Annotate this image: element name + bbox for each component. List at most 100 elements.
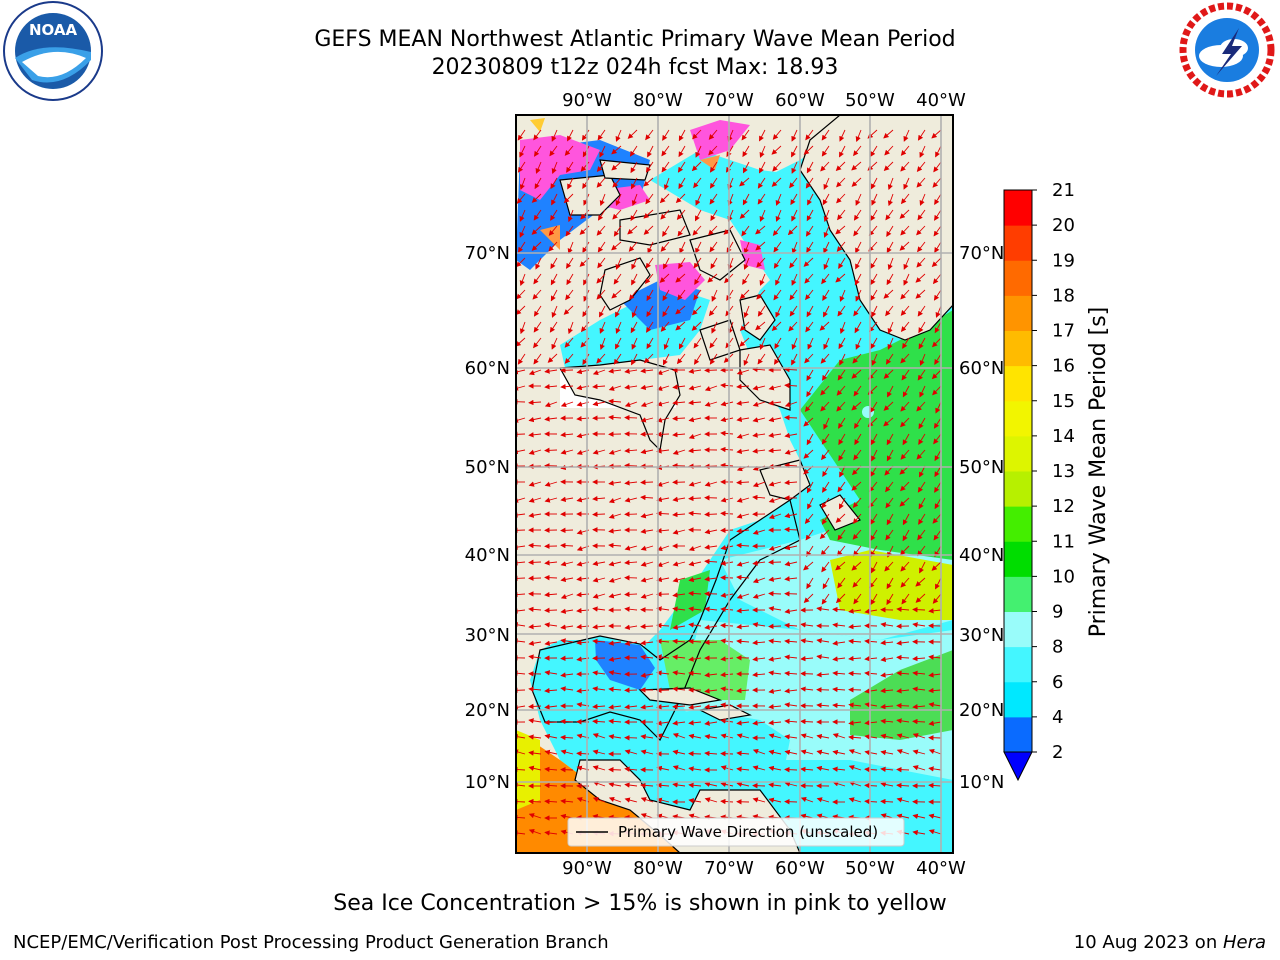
wave-arrow [933, 289, 942, 301]
wave-arrow [533, 353, 542, 365]
wave-arrow [656, 448, 670, 454]
wave-arrow [560, 672, 574, 678]
wave-arrow [896, 606, 910, 613]
wave-arrow [823, 241, 830, 254]
wave-arrow [768, 432, 782, 438]
wave-arrow [720, 718, 734, 724]
wave-arrow [784, 734, 798, 740]
wave-arrow [566, 257, 574, 269]
wave-arrow [549, 321, 558, 333]
wave-arrow [672, 592, 686, 598]
wave-arrow [884, 145, 894, 156]
period-green-region-se [850, 650, 953, 740]
wave-arrow [900, 577, 910, 588]
wave-arrow [720, 798, 734, 805]
wave-arrow [631, 273, 638, 286]
wave-arrow [647, 145, 654, 158]
wave-arrow [528, 686, 542, 692]
wave-arrow [870, 257, 878, 269]
wave-arrow [836, 401, 846, 412]
wave-arrow [900, 289, 910, 300]
wave-arrow [563, 193, 574, 204]
wave-arrow [678, 145, 686, 158]
wave-arrow [880, 703, 894, 710]
wave-arrow [774, 337, 782, 350]
wave-arrow [640, 797, 654, 803]
wave-arrow [704, 385, 718, 392]
wave-arrow [592, 686, 606, 692]
wave-arrow [608, 368, 622, 374]
wave-arrow [688, 481, 702, 487]
wave-arrow [885, 209, 894, 221]
wave-arrow [544, 401, 558, 408]
wave-arrow [928, 672, 942, 678]
wave-arrow [848, 638, 862, 645]
wave-arrow [672, 449, 686, 455]
wave-arrow [918, 417, 926, 430]
lat-labels-left: 70°N 60°N 50°N 40°N 30°N 20°N 10°N [465, 243, 510, 793]
wave-arrow [560, 624, 574, 630]
wave-arrow [919, 561, 926, 574]
wave-arrow [677, 161, 686, 173]
lat-label: 10°N [465, 772, 510, 793]
wave-arrow [656, 622, 670, 629]
wave-arrow [736, 781, 750, 787]
wave-arrow [832, 766, 846, 772]
wave-arrow [567, 129, 574, 142]
wave-arrow [560, 542, 574, 549]
wave-arrow [933, 161, 942, 173]
wave-arrow [885, 305, 894, 317]
wave-arrow [832, 656, 846, 662]
wave-arrow [656, 510, 670, 517]
wave-arrow [704, 750, 718, 757]
wave-arrow [630, 177, 638, 190]
wave-arrow [672, 415, 686, 422]
wave-arrow [759, 209, 766, 222]
wave-arrow [608, 734, 622, 740]
wave-arrow [688, 576, 702, 583]
wave-arrow [899, 241, 910, 251]
wave-arrow [800, 622, 814, 628]
wave-arrow [931, 369, 942, 380]
wave-arrow [900, 481, 910, 492]
wave-arrow [551, 161, 558, 175]
colorbar-tick-label: 10 [1052, 566, 1075, 587]
wave-arrow [855, 289, 862, 302]
wave-arrow [757, 305, 766, 317]
wave-arrow [627, 129, 638, 139]
wave-arrow [672, 670, 686, 676]
wave-arrow [704, 511, 718, 518]
wave-arrow [624, 704, 638, 710]
wave-arrow [720, 560, 734, 566]
wave-arrow [688, 510, 702, 517]
wave-arrow [928, 654, 942, 660]
wave-arrow [912, 670, 926, 676]
colorbar-tick-label: 19 [1052, 250, 1075, 271]
wave-arrow [736, 497, 750, 503]
wave-arrow [768, 638, 782, 644]
wave-arrow [896, 702, 910, 709]
wave-arrow [752, 748, 766, 755]
wave-arrow [864, 782, 878, 789]
wave-arrow [772, 129, 782, 140]
wave-arrow [688, 733, 702, 740]
wave-arrow [903, 257, 910, 270]
wave-arrow [592, 765, 606, 771]
sea-ice-note: Sea Ice Concentration > 15% is shown in … [333, 891, 947, 916]
wave-arrow [708, 129, 718, 140]
wave-arrow [821, 433, 830, 445]
wave-arrow [822, 577, 830, 590]
wave-arrow [835, 273, 846, 283]
map-area[interactable]: Primary Wave Direction (unscaled) [513, 115, 953, 853]
wave-arrow [880, 766, 894, 772]
wave-arrow [528, 829, 542, 835]
wave-arrow [661, 145, 670, 157]
wave-arrow [672, 782, 686, 788]
wave-arrow [691, 161, 702, 172]
wave-arrow [611, 161, 622, 171]
wave-arrow [547, 353, 558, 363]
wave-arrow [672, 765, 686, 771]
wave-arrow [695, 193, 702, 206]
wave-arrow [608, 542, 622, 549]
wave-arrow [806, 305, 814, 318]
